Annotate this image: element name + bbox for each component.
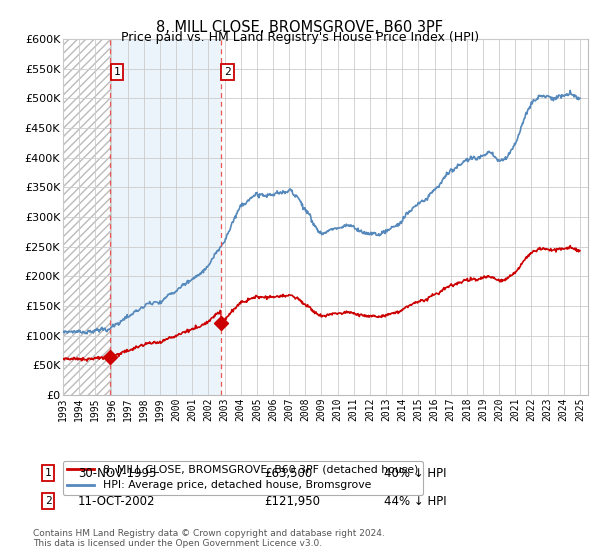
Text: 1: 1 xyxy=(113,67,120,77)
Text: 30-NOV-1995: 30-NOV-1995 xyxy=(78,466,157,480)
Text: 2: 2 xyxy=(44,496,52,506)
Text: Contains HM Land Registry data © Crown copyright and database right 2024.
This d: Contains HM Land Registry data © Crown c… xyxy=(33,529,385,548)
Text: £121,950: £121,950 xyxy=(264,494,320,508)
Bar xyxy=(63,39,110,395)
Text: 8, MILL CLOSE, BROMSGROVE, B60 3PF: 8, MILL CLOSE, BROMSGROVE, B60 3PF xyxy=(157,20,443,35)
Text: Price paid vs. HM Land Registry's House Price Index (HPI): Price paid vs. HM Land Registry's House … xyxy=(121,31,479,44)
Legend: 8, MILL CLOSE, BROMSGROVE, B60 3PF (detached house), HPI: Average price, detache: 8, MILL CLOSE, BROMSGROVE, B60 3PF (deta… xyxy=(63,460,423,494)
Text: 40% ↓ HPI: 40% ↓ HPI xyxy=(384,466,446,480)
Text: 11-OCT-2002: 11-OCT-2002 xyxy=(78,494,155,508)
Bar xyxy=(110,39,221,395)
Text: £63,500: £63,500 xyxy=(264,466,312,480)
Text: 44% ↓ HPI: 44% ↓ HPI xyxy=(384,494,446,508)
Text: 2: 2 xyxy=(224,67,231,77)
Text: 1: 1 xyxy=(44,468,52,478)
Bar xyxy=(63,39,110,395)
